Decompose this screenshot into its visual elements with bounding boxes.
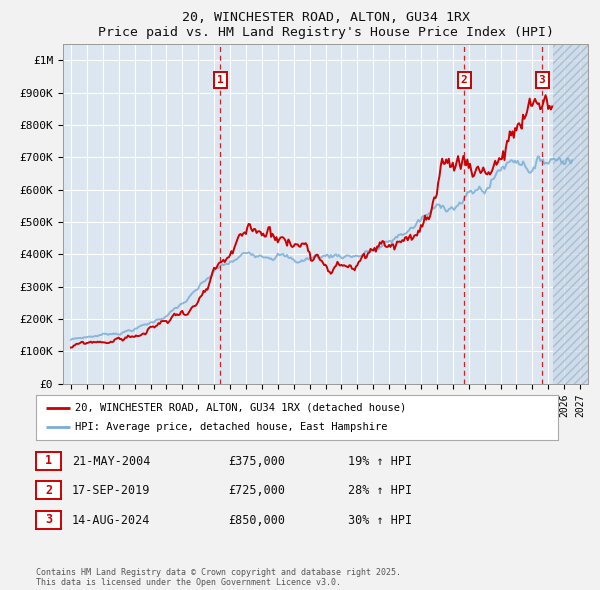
Text: 21-MAY-2004: 21-MAY-2004 [72, 455, 151, 468]
Title: 20, WINCHESTER ROAD, ALTON, GU34 1RX
Price paid vs. HM Land Registry's House Pri: 20, WINCHESTER ROAD, ALTON, GU34 1RX Pri… [97, 11, 554, 39]
Text: 2: 2 [461, 75, 467, 85]
Text: 17-SEP-2019: 17-SEP-2019 [72, 484, 151, 497]
Text: 28% ↑ HPI: 28% ↑ HPI [348, 484, 412, 497]
Text: 30% ↑ HPI: 30% ↑ HPI [348, 514, 412, 527]
Text: 3: 3 [45, 513, 52, 526]
Text: 19% ↑ HPI: 19% ↑ HPI [348, 455, 412, 468]
Text: 20, WINCHESTER ROAD, ALTON, GU34 1RX (detached house): 20, WINCHESTER ROAD, ALTON, GU34 1RX (de… [75, 403, 406, 412]
Text: 2: 2 [45, 484, 52, 497]
Bar [553, 44, 588, 384]
Text: HPI: Average price, detached house, East Hampshire: HPI: Average price, detached house, East… [75, 422, 388, 432]
Text: 1: 1 [45, 454, 52, 467]
Text: £725,000: £725,000 [228, 484, 285, 497]
Text: 14-AUG-2024: 14-AUG-2024 [72, 514, 151, 527]
Text: 1: 1 [217, 75, 224, 85]
Text: 3: 3 [539, 75, 545, 85]
Text: £375,000: £375,000 [228, 455, 285, 468]
Text: Contains HM Land Registry data © Crown copyright and database right 2025.
This d: Contains HM Land Registry data © Crown c… [36, 568, 401, 587]
Text: £850,000: £850,000 [228, 514, 285, 527]
